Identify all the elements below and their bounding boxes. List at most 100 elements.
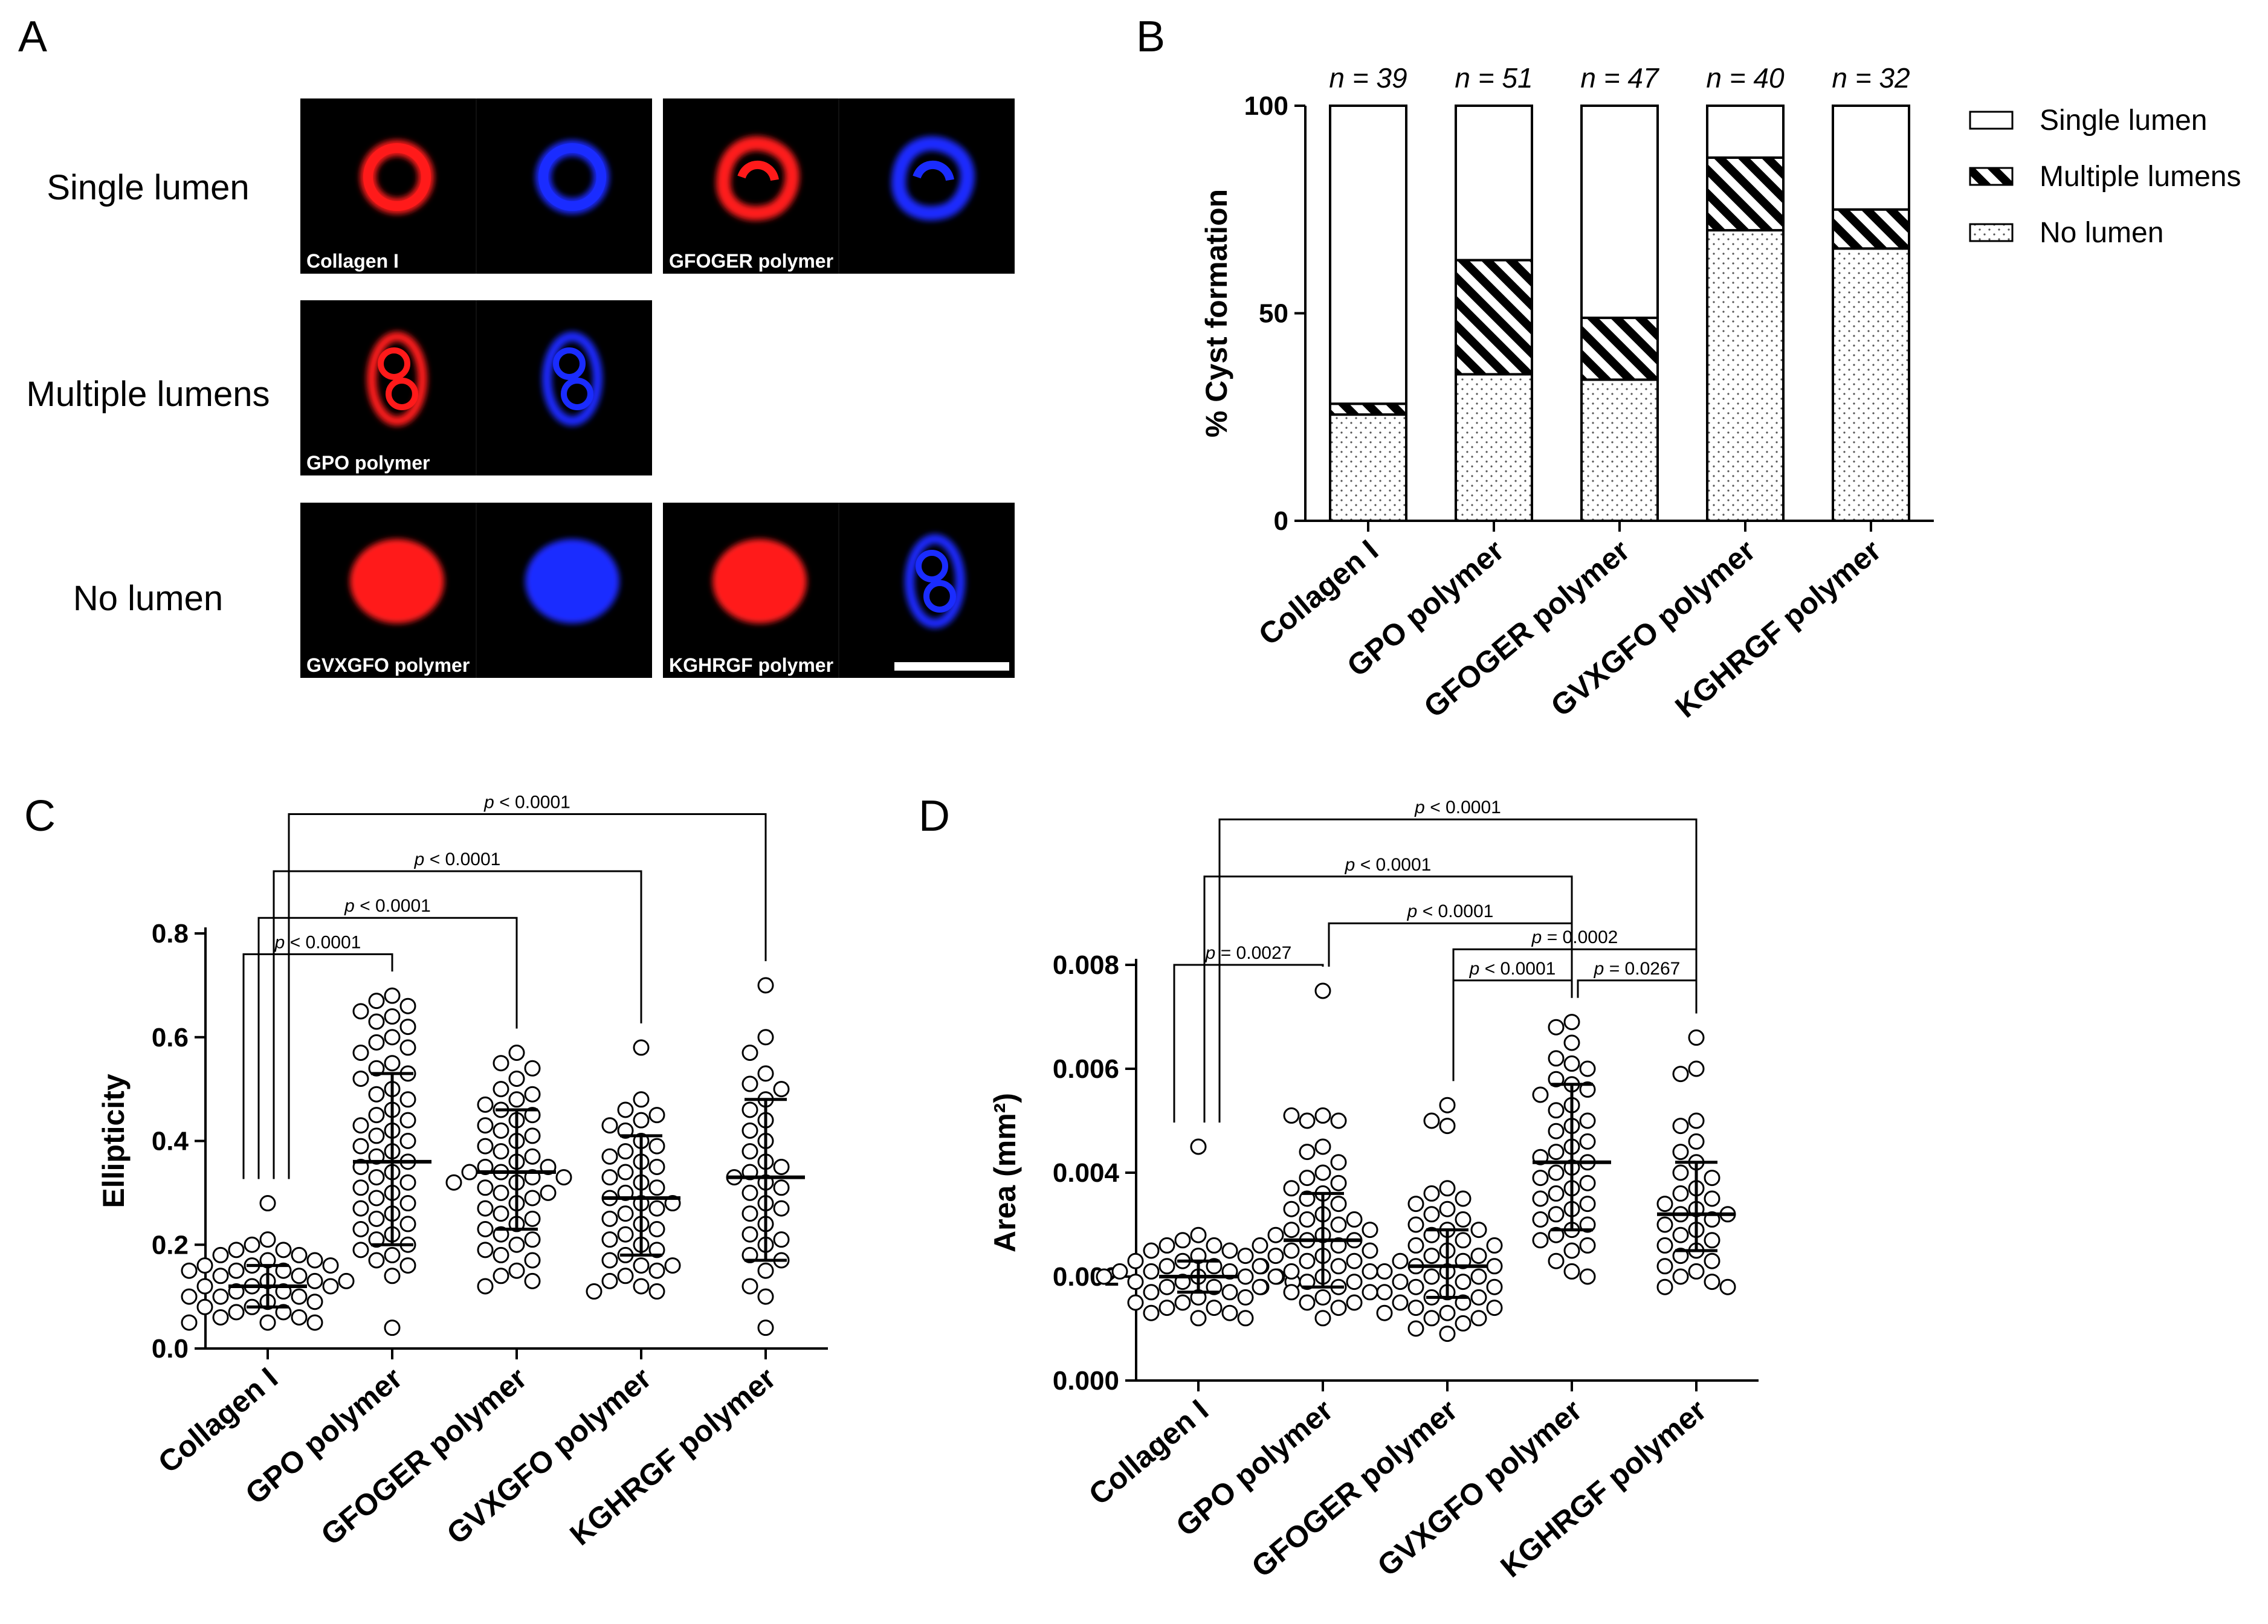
row-label-single-lumen: Single lumen bbox=[47, 168, 249, 207]
data-point bbox=[384, 987, 401, 1004]
data-point bbox=[1423, 1206, 1440, 1223]
data-point bbox=[1111, 1263, 1128, 1280]
legend-swatch-no-lumen bbox=[1969, 223, 2014, 242]
data-point bbox=[508, 1091, 525, 1108]
data-point bbox=[1704, 1274, 1720, 1290]
data-point bbox=[633, 1257, 650, 1274]
data-point bbox=[1392, 1252, 1409, 1269]
p-value-label: p < 0.0001 bbox=[414, 849, 501, 869]
data-point bbox=[773, 1179, 790, 1196]
significance-bracket: p < 0.0001 bbox=[288, 792, 767, 1179]
data-point bbox=[1532, 1086, 1549, 1103]
data-point bbox=[275, 1242, 292, 1258]
data-point bbox=[1486, 1278, 1503, 1295]
micrograph-caption: GPO polymer bbox=[306, 452, 430, 474]
data-point bbox=[773, 1200, 790, 1217]
x-tick-label: GFOGER polymer bbox=[1417, 533, 1636, 724]
x-tick-label: GFOGER polymer bbox=[1245, 1393, 1464, 1584]
data-point bbox=[1346, 1252, 1363, 1269]
data-point bbox=[1704, 1232, 1720, 1249]
data-point bbox=[1455, 1190, 1472, 1207]
data-point bbox=[1532, 1170, 1549, 1187]
data-point bbox=[352, 1045, 369, 1062]
data-point bbox=[1532, 1232, 1549, 1249]
data-point bbox=[741, 1045, 758, 1062]
data-point bbox=[1190, 1138, 1207, 1155]
data-point bbox=[524, 1231, 541, 1248]
data-point bbox=[524, 1190, 541, 1207]
data-point bbox=[617, 1101, 634, 1118]
data-point bbox=[384, 1268, 401, 1284]
n-label: n = 51 bbox=[1455, 62, 1533, 94]
n-label: n = 32 bbox=[1832, 62, 1910, 94]
data-point bbox=[601, 1210, 618, 1227]
legend-swatch-multiple-lumens bbox=[1969, 167, 2014, 186]
data-point bbox=[1672, 1118, 1689, 1135]
data-point bbox=[648, 1262, 665, 1279]
data-point bbox=[399, 1174, 416, 1191]
data-point bbox=[1299, 1252, 1316, 1269]
data-point bbox=[524, 1148, 541, 1165]
data-point bbox=[291, 1268, 308, 1284]
data-point bbox=[1174, 1294, 1191, 1311]
data-point bbox=[1267, 1248, 1284, 1265]
data-point bbox=[1470, 1310, 1487, 1327]
data-point bbox=[212, 1288, 229, 1305]
data-point bbox=[399, 1112, 416, 1129]
significance-bracket: p = 0.0027 bbox=[1173, 943, 1324, 1123]
data-point bbox=[1252, 1237, 1268, 1254]
data-point bbox=[477, 1117, 494, 1134]
data-point bbox=[1330, 1112, 1347, 1129]
data-point bbox=[477, 1200, 494, 1217]
panel-label-b: B bbox=[1136, 13, 1165, 61]
data-point bbox=[477, 1220, 494, 1237]
data-point bbox=[477, 1278, 494, 1295]
x-tick-label: Collagen I bbox=[1252, 533, 1384, 652]
data-point bbox=[1672, 1268, 1689, 1285]
data-point bbox=[601, 1231, 618, 1248]
p-value-label: p < 0.0001 bbox=[1414, 798, 1501, 817]
data-point bbox=[1439, 1118, 1456, 1135]
y-tick-label: 0.4 bbox=[152, 1127, 189, 1156]
bar-single-lumen-gpo-polymer bbox=[1455, 105, 1533, 262]
data-point bbox=[1299, 1274, 1316, 1290]
data-point bbox=[633, 1091, 650, 1108]
y-axis-label: % Cyst formation bbox=[1200, 189, 1233, 437]
red-channel-cell bbox=[367, 332, 427, 426]
data-point bbox=[1548, 1164, 1565, 1181]
data-point bbox=[1548, 1102, 1565, 1119]
data-point bbox=[259, 1314, 276, 1331]
red-channel-cell bbox=[350, 539, 444, 624]
p-value-label: p < 0.0001 bbox=[1345, 855, 1432, 875]
data-point bbox=[601, 1272, 618, 1289]
data-point bbox=[477, 1242, 494, 1258]
data-point bbox=[1455, 1315, 1472, 1332]
data-point bbox=[1470, 1248, 1487, 1265]
data-point bbox=[1548, 1071, 1565, 1088]
bar-single-lumen-gfoger-polymer bbox=[1580, 105, 1659, 320]
data-point bbox=[1267, 1268, 1284, 1285]
data-point bbox=[555, 1169, 572, 1186]
data-point bbox=[1672, 1144, 1689, 1161]
data-point bbox=[648, 1200, 665, 1217]
data-point bbox=[1407, 1278, 1424, 1295]
data-point bbox=[399, 1019, 416, 1036]
data-point bbox=[259, 1231, 276, 1248]
data-point bbox=[1158, 1300, 1175, 1316]
data-point bbox=[1656, 1196, 1673, 1213]
data-point bbox=[196, 1278, 213, 1295]
data-point bbox=[212, 1268, 229, 1284]
data-point bbox=[1237, 1289, 1254, 1306]
data-point bbox=[1143, 1304, 1160, 1321]
significance-bracket: p < 0.0001 bbox=[257, 896, 518, 1179]
data-point bbox=[352, 1117, 369, 1134]
data-point bbox=[757, 1262, 774, 1279]
data-point bbox=[1221, 1284, 1238, 1301]
data-point bbox=[1330, 1174, 1347, 1191]
data-point bbox=[306, 1294, 323, 1310]
data-point bbox=[493, 1184, 509, 1201]
data-point bbox=[399, 1195, 416, 1212]
data-point bbox=[1470, 1222, 1487, 1239]
